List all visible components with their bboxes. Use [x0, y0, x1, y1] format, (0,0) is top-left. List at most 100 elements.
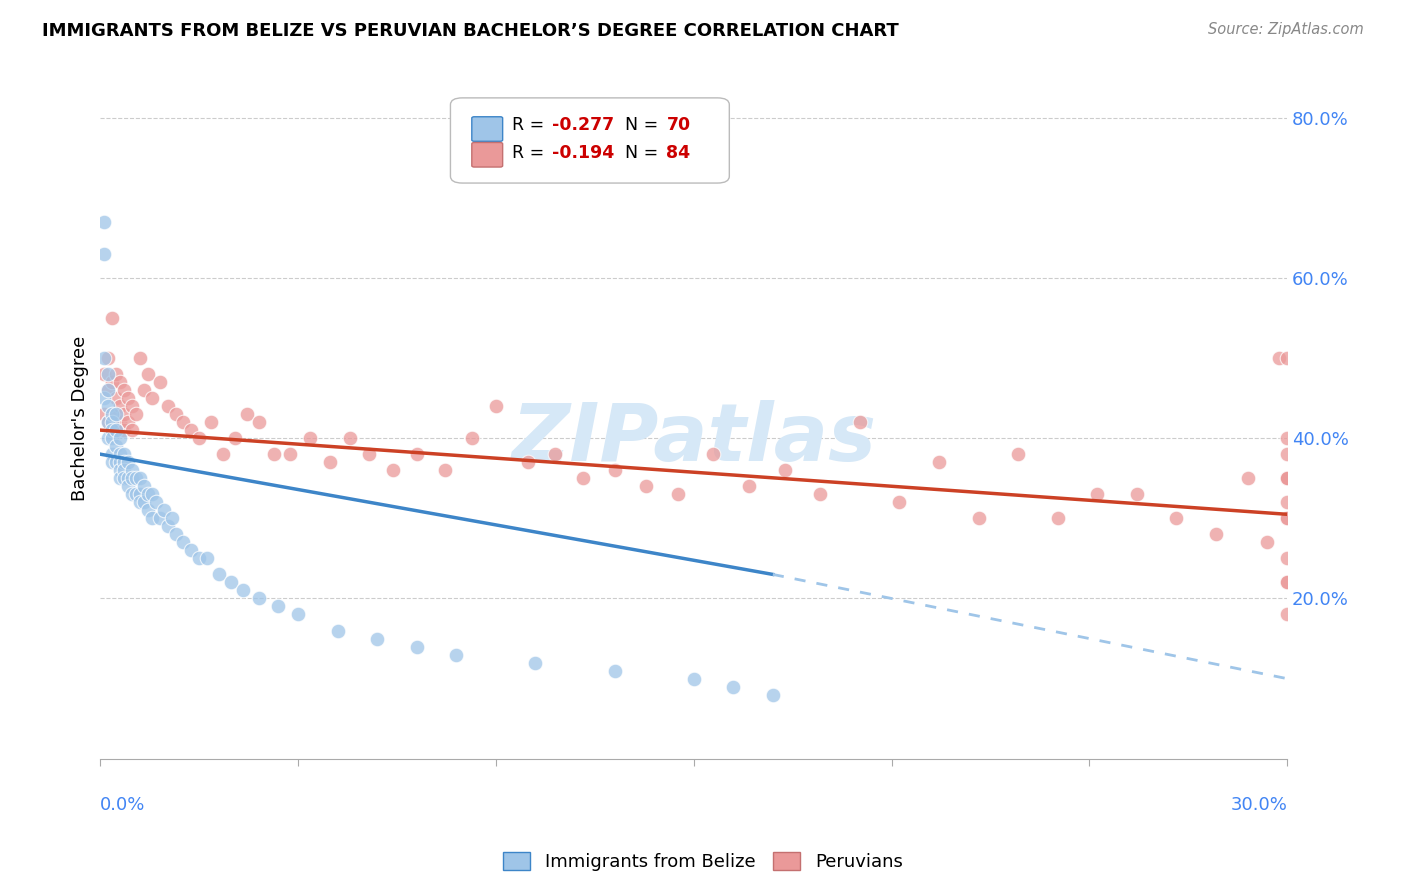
Point: [1205, 527, 1227, 541]
Point: [117, 455, 139, 469]
Point: [93, 215, 115, 229]
Point: [224, 431, 246, 445]
Point: [97, 415, 120, 429]
Text: -0.277: -0.277: [553, 116, 614, 134]
Point: [808, 487, 831, 501]
Point: [149, 375, 172, 389]
Point: [101, 375, 124, 389]
Point: [125, 407, 148, 421]
Point: [461, 431, 484, 445]
Text: N =: N =: [624, 144, 664, 161]
Point: [149, 511, 172, 525]
Point: [141, 391, 163, 405]
Point: [319, 455, 342, 469]
Point: [1166, 511, 1188, 525]
Point: [188, 431, 211, 445]
FancyBboxPatch shape: [472, 117, 503, 141]
Point: [108, 399, 131, 413]
Point: [108, 431, 131, 445]
Point: [1236, 471, 1258, 485]
Point: [145, 495, 167, 509]
Point: [188, 551, 211, 566]
Point: [666, 487, 689, 501]
Point: [121, 463, 143, 477]
Point: [773, 463, 796, 477]
Point: [1268, 351, 1291, 365]
Point: [485, 399, 508, 413]
Point: [93, 367, 115, 381]
FancyBboxPatch shape: [472, 143, 503, 167]
Text: 0.0%: 0.0%: [100, 797, 146, 814]
Point: [141, 487, 163, 501]
Point: [97, 383, 120, 397]
Point: [636, 479, 658, 493]
Point: [136, 367, 159, 381]
Point: [105, 423, 128, 437]
Point: [603, 664, 626, 678]
Point: [112, 463, 135, 477]
Point: [160, 511, 183, 525]
Point: [405, 640, 427, 654]
Point: [101, 455, 124, 469]
Point: [1275, 607, 1298, 622]
Point: [136, 487, 159, 501]
Point: [247, 591, 270, 606]
Point: [108, 463, 131, 477]
Point: [101, 407, 124, 421]
Point: [129, 487, 152, 501]
Point: [433, 463, 456, 477]
Point: [141, 511, 163, 525]
Point: [108, 471, 131, 485]
Point: [108, 415, 131, 429]
Point: [172, 535, 194, 549]
Point: [97, 383, 120, 397]
Point: [121, 399, 143, 413]
Point: [572, 471, 595, 485]
Point: [339, 431, 361, 445]
Point: [156, 399, 179, 413]
Point: [165, 407, 187, 421]
Point: [1275, 511, 1298, 525]
Point: [738, 479, 761, 493]
Point: [967, 511, 990, 525]
Point: [121, 423, 143, 437]
Point: [112, 407, 135, 421]
Point: [97, 415, 120, 429]
Point: [121, 487, 143, 501]
Point: [889, 495, 911, 509]
Point: [105, 367, 128, 381]
Point: [382, 463, 405, 477]
Point: [928, 455, 950, 469]
Point: [200, 415, 222, 429]
Point: [446, 648, 468, 662]
Point: [165, 527, 187, 541]
Point: [235, 407, 257, 421]
Point: [1275, 447, 1298, 461]
Point: [132, 479, 155, 493]
Point: [1046, 511, 1069, 525]
Point: [1275, 551, 1298, 566]
Point: [97, 351, 120, 365]
Point: [212, 447, 235, 461]
Point: [97, 431, 120, 445]
Point: [1275, 495, 1298, 509]
Point: [101, 310, 124, 325]
Point: [117, 479, 139, 493]
Text: 70: 70: [666, 116, 690, 134]
Point: [326, 624, 349, 638]
Text: 30.0%: 30.0%: [1230, 797, 1286, 814]
Point: [405, 447, 427, 461]
Point: [1275, 471, 1298, 485]
Point: [180, 423, 202, 437]
Text: R =: R =: [512, 144, 550, 161]
Legend: Immigrants from Belize, Peruvians: Immigrants from Belize, Peruvians: [496, 845, 910, 879]
Point: [117, 391, 139, 405]
Point: [129, 471, 152, 485]
Point: [278, 447, 301, 461]
Point: [172, 415, 194, 429]
Text: R =: R =: [512, 116, 550, 134]
Point: [112, 455, 135, 469]
Point: [1275, 575, 1298, 590]
Point: [105, 407, 128, 421]
Point: [105, 439, 128, 453]
